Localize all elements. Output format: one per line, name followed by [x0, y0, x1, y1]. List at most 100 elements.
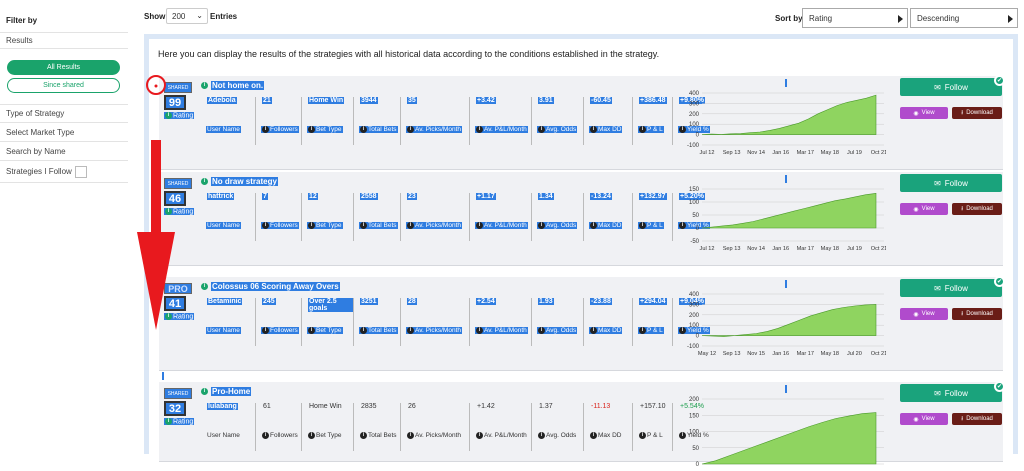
view-button[interactable]: ◉ View — [900, 107, 948, 119]
stat-label-text: Av. Picks/Month — [415, 327, 461, 335]
stat-value: +1.42 — [477, 403, 495, 410]
sort-by-select[interactable]: Rating — [802, 8, 908, 28]
strategy-name-text[interactable]: Colossus 06 Scoring Away Overs — [211, 282, 340, 291]
follow-button[interactable]: ✉ Follow ✔ — [900, 276, 1005, 297]
show-label: Show — [144, 12, 166, 21]
stat-label: i Max DD — [589, 327, 623, 335]
download-button[interactable]: ⭳ Download — [952, 413, 1002, 425]
order-select[interactable]: Descending — [910, 8, 1018, 28]
info-icon: i — [639, 327, 646, 334]
y-tick-label: 200 — [689, 397, 700, 403]
info-icon: i — [639, 432, 646, 439]
follow-button[interactable]: ✉ Follow ✔ — [900, 75, 1005, 96]
download-icon: ⭳ — [961, 110, 964, 116]
stat-label-text: P & L — [647, 327, 663, 335]
x-tick-label: Jan 16 — [772, 351, 789, 357]
stat-label-text: Av. Picks/Month — [415, 126, 461, 134]
entries-select[interactable]: 200 ⌄ — [166, 8, 208, 24]
stat-column: -13.24 i Max DD — [584, 193, 633, 241]
stat-column: lulabang User Name — [201, 403, 256, 451]
filter-market-type[interactable]: Select Market Type — [0, 123, 128, 142]
y-tick-label: 300 — [689, 101, 700, 107]
x-tick-label: Sep 13 — [723, 351, 741, 357]
info-icon: i — [360, 432, 367, 439]
stat-value: 21 — [262, 97, 272, 104]
stat-label: User Name — [206, 222, 241, 229]
stat-column: 1.93 i Avg. Odds — [532, 298, 584, 346]
stat-column: 1.34 i Avg. Odds — [532, 193, 584, 241]
strategy-name-text[interactable]: Not home on. — [211, 81, 265, 90]
stat-column: Home Win i Bet Type — [302, 403, 354, 451]
stat-value: -23.88 — [590, 298, 612, 305]
filter-type-of-strategy[interactable]: Type of Strategy — [0, 104, 128, 123]
info-icon: i — [590, 222, 597, 229]
strategy-name[interactable]: i Pro-Home — [201, 387, 252, 396]
x-tick-label: Mar 17 — [797, 246, 814, 252]
info-icon: i — [590, 126, 597, 133]
order-value: Descending — [917, 13, 960, 23]
stat-label-text: Avg. Odds — [546, 126, 577, 134]
filter-strategies-i-follow[interactable]: Strategies I Follow — [0, 161, 128, 183]
stat-label: i Yield % — [678, 432, 710, 439]
stat-column: 2558 i Total Bets — [354, 193, 401, 241]
rating-label-text: Rating — [173, 208, 194, 216]
view-label: View — [921, 206, 935, 212]
info-icon: i — [308, 222, 315, 229]
info-icon: i — [679, 327, 686, 334]
stat-value: 2835 — [361, 403, 377, 410]
filter-search-by-name[interactable]: Search by Name — [0, 142, 128, 161]
stat-label-text: User Name — [207, 327, 240, 334]
info-icon: i — [407, 327, 414, 334]
info-icon: i — [262, 126, 269, 133]
view-button[interactable]: ◉ View — [900, 203, 948, 215]
stat-label: i Avg. Odds — [537, 222, 578, 230]
stat-column: +1.42 i Av. P&L/Month — [470, 403, 532, 451]
stat-label-text: Av. P&L/Month — [484, 126, 527, 134]
strategies-i-follow-checkbox[interactable] — [74, 165, 87, 178]
download-icon: ⭳ — [961, 416, 964, 422]
follow-label: Follow — [944, 283, 968, 293]
stat-label-text: Followers — [270, 327, 298, 335]
stat-label-text: Total Bets — [368, 327, 397, 335]
stat-label-text: User Name — [207, 222, 240, 229]
stat-label-text: Followers — [270, 222, 298, 230]
follow-button[interactable]: ✉ Follow — [900, 174, 1002, 192]
x-tick-label: May 12 — [698, 351, 716, 357]
y-tick-label: 100 — [689, 430, 700, 436]
view-button[interactable]: ◉ View — [900, 413, 948, 425]
stat-label-text: Max DD — [598, 432, 622, 440]
strategy-name[interactable]: i No draw strategy — [201, 177, 278, 186]
info-icon: i — [407, 222, 414, 229]
stat-column: hattrick User Name — [201, 193, 256, 241]
eye-icon: ◉ — [913, 110, 919, 117]
stat-label-text: Bet Type — [316, 126, 342, 134]
follow-button[interactable]: ✉ Follow ✔ — [900, 381, 1005, 402]
eye-icon: ◉ — [913, 416, 919, 423]
y-tick-label: 150 — [689, 413, 700, 419]
download-button[interactable]: ⭳ Download — [952, 308, 1002, 320]
strategy-name-text[interactable]: No draw strategy — [211, 177, 278, 186]
stat-label-text: Avg. Odds — [546, 327, 577, 335]
stat-value: Home Win — [308, 97, 345, 104]
download-button[interactable]: ⭳ Download — [952, 203, 1002, 215]
since-shared-button[interactable]: Since shared — [7, 78, 120, 93]
annotation-arrow-shaft — [151, 140, 161, 240]
x-tick-label: Oct 21 — [871, 150, 886, 156]
info-icon: i — [538, 126, 545, 133]
stat-label-text: Total Bets — [368, 126, 397, 134]
stat-label: i Followers — [261, 327, 299, 335]
y-tick-label: -100 — [687, 344, 700, 350]
all-results-button[interactable]: All Results — [7, 60, 120, 75]
stat-value: +9.04% — [679, 298, 705, 305]
strategy-name[interactable]: i Colossus 06 Scoring Away Overs — [201, 282, 340, 291]
info-icon: i — [201, 388, 208, 395]
stat-value: hattrick — [207, 193, 235, 200]
stat-label-text: Avg. Odds — [546, 432, 577, 440]
view-button[interactable]: ◉ View — [900, 308, 948, 320]
download-button[interactable]: ⭳ Download — [952, 107, 1002, 119]
info-icon: i — [165, 418, 172, 425]
strategy-name[interactable]: i Not home on. — [201, 81, 265, 90]
strategy-name-text[interactable]: Pro-Home — [211, 387, 252, 396]
stat-value: 26 — [408, 403, 416, 410]
